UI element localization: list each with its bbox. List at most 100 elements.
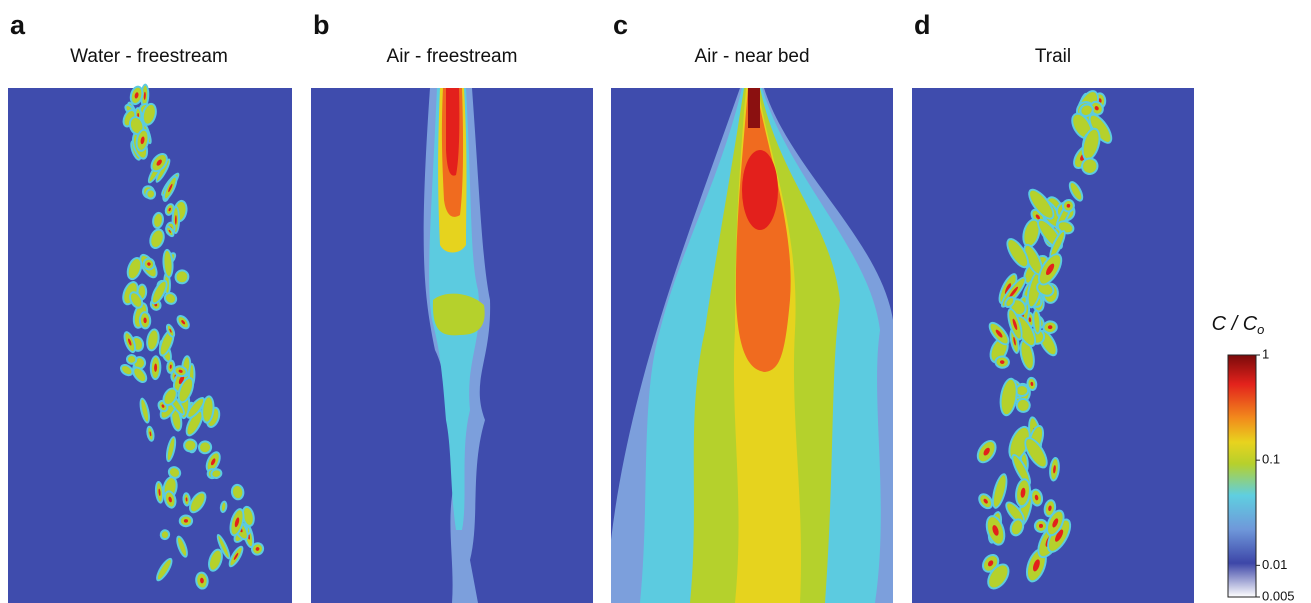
patch [161,531,169,539]
patch [1073,114,1091,138]
patch-core [154,363,158,372]
patch-core [168,496,172,503]
panel-letter: c [613,10,628,40]
patch [165,294,176,303]
patch [1029,190,1053,218]
patch-core [1052,518,1059,528]
patch [1001,379,1016,415]
patch [1024,220,1039,246]
patch-core [995,329,1003,338]
panel-labels: a Water - freestream b Air - freestream c Air… [10,10,1071,67]
panel-d-patches [976,90,1113,590]
patch [993,475,1006,507]
patch-core [1053,465,1056,474]
patch [143,104,155,124]
panel-title: Air - near bed [694,46,809,67]
patch [164,389,176,405]
patch [1013,455,1030,484]
patch [1011,300,1025,315]
patch [232,485,243,499]
panel-title: Water - freestream [70,46,228,67]
patch-core [1035,214,1040,220]
panel-b-plume [423,88,491,603]
patch [243,507,253,525]
patch [148,330,158,350]
patch [134,368,146,382]
patch [1083,129,1099,159]
patch-core [1030,381,1034,386]
patch-core [161,404,165,408]
panel-title: Trail [1035,46,1071,67]
colorbar-label-main: C / C [1212,313,1258,335]
patch [130,118,143,134]
patch-core [1047,325,1053,330]
patch-core [1009,286,1019,298]
patch-core [156,159,162,166]
patch [164,250,172,277]
patch [185,440,196,451]
patch-core [233,552,239,560]
patch-core [1028,317,1032,323]
patch [176,271,188,283]
patch [1070,183,1082,200]
colorbar-tick-label: 1 [1262,346,1269,361]
patch-core [143,91,146,100]
patch [154,213,162,227]
patch [1006,298,1014,306]
patch-core [128,338,132,346]
patch [1007,503,1023,522]
patch [1050,231,1065,258]
patch [187,411,202,435]
patch-core [168,207,171,212]
patch-core [158,488,161,497]
panel-title: Air - freestream [387,46,518,67]
patch-core [185,497,188,502]
patch [1026,438,1046,467]
patch [212,470,221,477]
colorbar-tick-label: 0.01 [1262,557,1287,572]
patch [122,366,132,375]
patch-core [1046,263,1055,276]
patch-core [1033,559,1040,572]
patch-core [1094,106,1099,111]
patch-core [1013,336,1016,346]
patch-core [147,262,151,266]
colorbar [1227,354,1257,598]
patch [128,258,141,279]
patch-core [1055,529,1064,542]
patch-core [999,360,1005,364]
patch-core [134,92,139,99]
patch [1090,115,1111,142]
patch [151,230,163,248]
patch-core [200,577,204,584]
patch [989,565,1008,588]
patch-core [1012,318,1018,330]
patch [167,438,175,461]
colorbar-ticks: 1 0.1 0.01 0.005 [1256,346,1295,603]
patch [1010,427,1029,459]
patch-core [1004,283,1012,295]
patch-core [169,364,172,369]
patch-core [143,317,147,324]
patch [1011,520,1023,535]
patch-core [987,560,994,567]
patch [1025,245,1042,274]
colorbar-tick-label: 0.1 [1262,452,1280,467]
patch-core [1048,505,1052,512]
patch [1021,341,1033,369]
patch-core [983,498,988,504]
patch [152,281,166,303]
patch-core [169,328,172,333]
patch [203,397,213,422]
patch [172,408,181,430]
colorbar-label: C / Co [1212,313,1265,337]
patch [1017,399,1029,411]
panel-letter: a [10,10,26,40]
patch-core [983,447,990,456]
panel-c-plume [611,88,893,603]
patch [1028,272,1042,307]
colorbar-label-subscript: o [1257,322,1264,337]
colorbar-tick-label: 0.005 [1262,588,1295,603]
patch [179,378,193,402]
